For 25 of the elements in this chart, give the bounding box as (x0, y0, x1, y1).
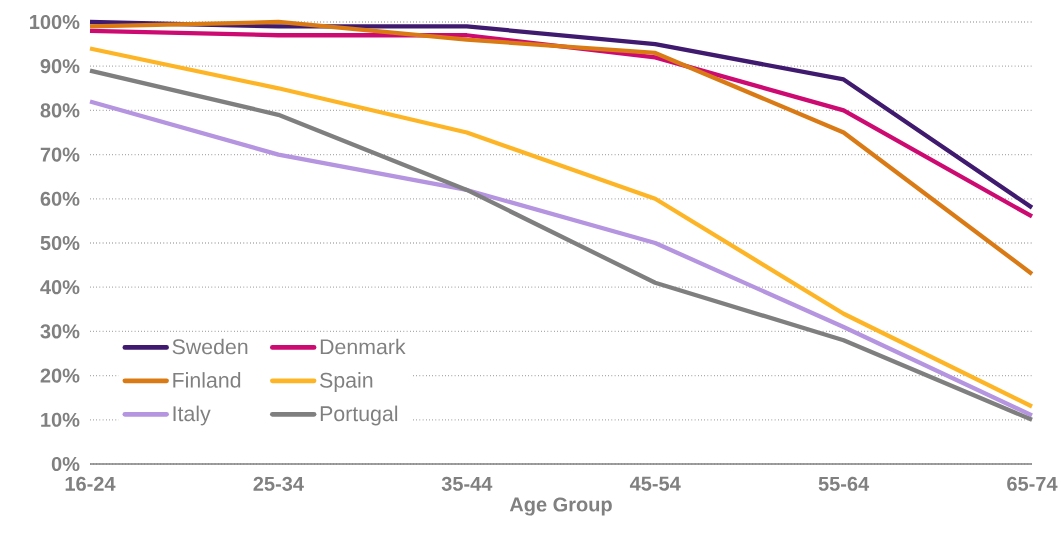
legend-label: Italy (173, 405, 211, 426)
y-tick-label: 70% (40, 147, 80, 162)
x-axis-title: Age Group (509, 497, 612, 516)
y-tick-label: 20% (40, 368, 80, 383)
y-tick-label: 100% (30, 14, 80, 30)
legend-label: Denmark (320, 338, 406, 355)
legend-label: Portugal (320, 405, 398, 426)
line-series (87, 19, 1035, 277)
y-tick-label: 40% (40, 280, 80, 295)
x-tick-label: 55-64 (818, 476, 870, 491)
legend-label: Sweden (172, 338, 248, 355)
y-tick-label: 0% (51, 456, 80, 472)
y-tick-label: 50% (40, 235, 80, 251)
x-tick-label: 35-44 (441, 476, 493, 491)
x-tick-label: 25-34 (253, 476, 304, 491)
x-tick-label: 16-24 (65, 476, 116, 491)
y-tick-label: 90% (40, 59, 80, 74)
legend-label: Spain (320, 372, 373, 393)
x-tick-label: 45-54 (629, 476, 681, 491)
x-tick-label: 65-74 (1007, 476, 1058, 491)
y-tick-label: 10% (41, 412, 80, 427)
legend-label: Finland (173, 372, 241, 388)
y-tick-label: 30% (40, 324, 80, 339)
y-tick-label: 80% (40, 103, 80, 118)
y-tick-label: 60% (40, 191, 80, 206)
